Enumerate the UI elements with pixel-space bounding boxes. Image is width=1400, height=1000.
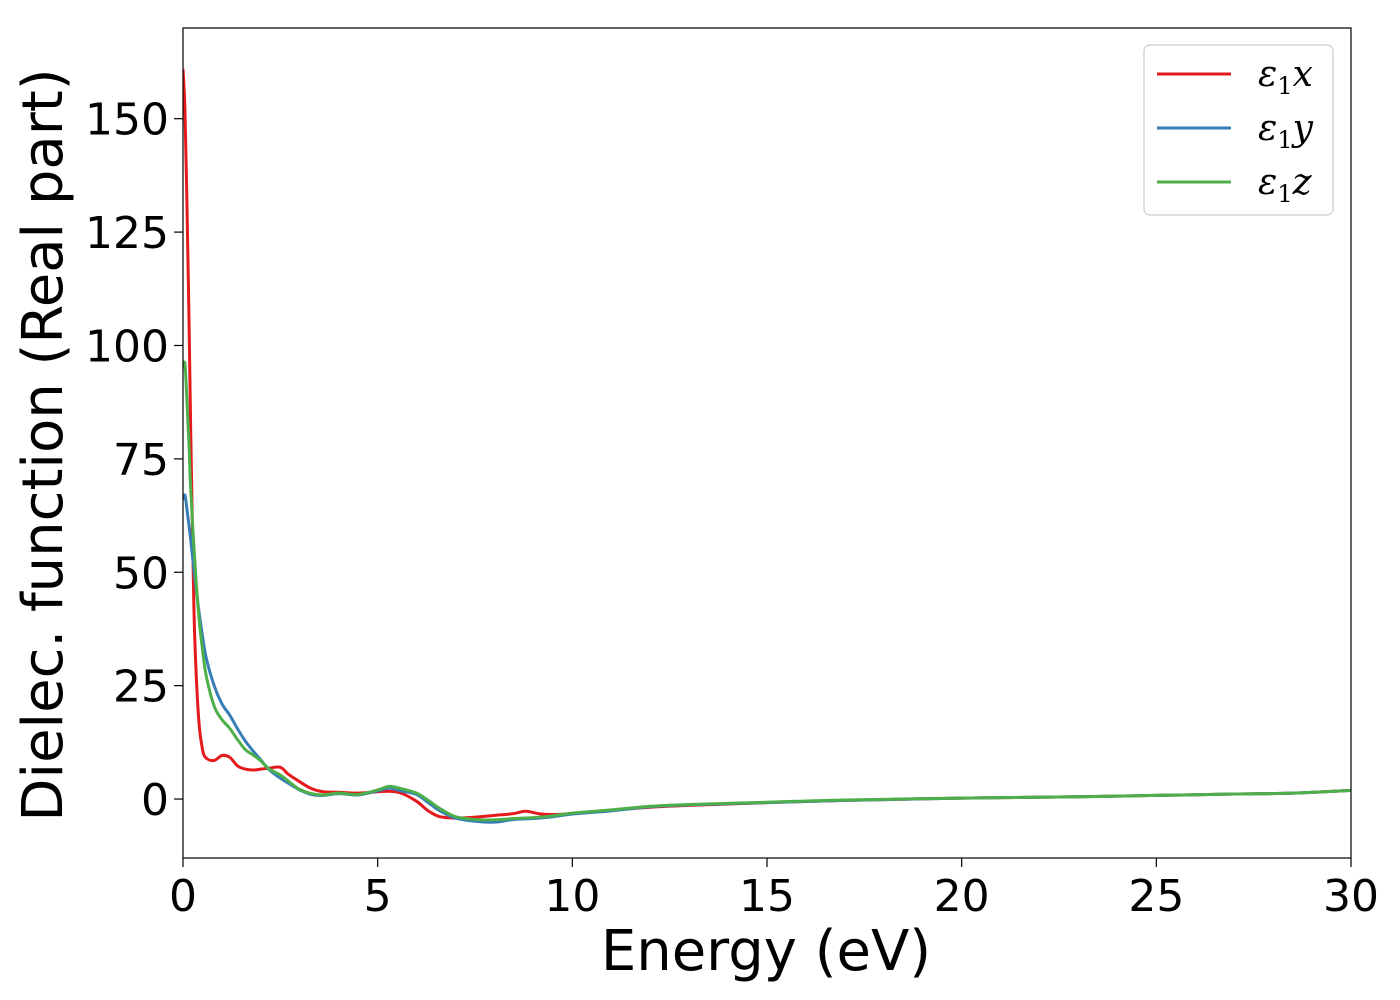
x-tick-label: 15: [739, 871, 795, 922]
x-tick-label: 30: [1323, 871, 1379, 922]
x-axis-label: Energy (eV): [601, 919, 931, 984]
legend-box: [1143, 44, 1334, 216]
x-tick-label: 20: [934, 871, 990, 922]
y-tick-label: 100: [85, 321, 169, 372]
y-tick-label: 150: [85, 95, 169, 146]
y-tick-label: 0: [141, 775, 169, 826]
y-tick-label: 50: [113, 548, 169, 599]
y-axis-label: Dielec. function (Real part): [11, 68, 76, 821]
x-tick-label: 0: [169, 871, 197, 922]
y-tick-label: 75: [113, 435, 169, 486]
x-tick-label: 10: [544, 871, 600, 922]
axes: 0 5 10 15 20 25 30 0 25 50 75 100 125 150: [85, 27, 1379, 922]
x-tick-label: 5: [364, 871, 392, 922]
series-line-y: [183, 493, 1351, 824]
y-tick-label: 25: [113, 662, 169, 713]
legend: ε1x ε1y ε1z: [1143, 44, 1334, 216]
series-line-z: [183, 360, 1351, 822]
legend-label-z: ε1z: [1258, 162, 1313, 208]
y-tick-label: 125: [85, 208, 169, 259]
plot-area: [183, 68, 1351, 824]
legend-label-x: ε1x: [1258, 54, 1313, 100]
legend-label-y: ε1y: [1258, 108, 1314, 154]
x-tick-label: 25: [1128, 871, 1184, 922]
